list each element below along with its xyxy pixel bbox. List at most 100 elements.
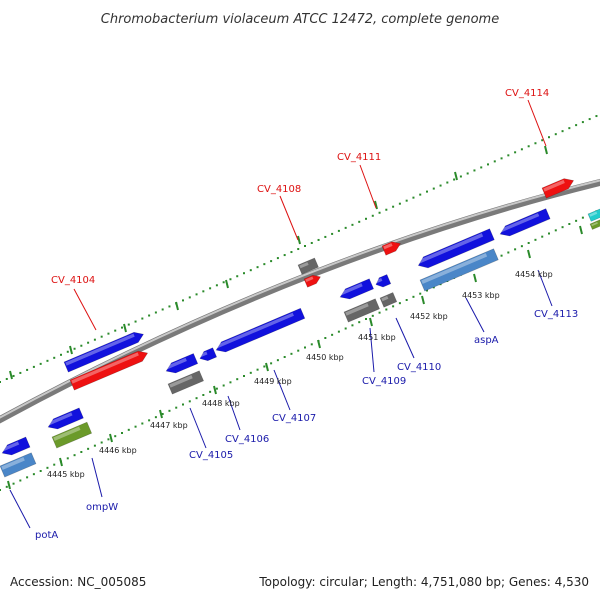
tick-label: 4454 kbp bbox=[515, 270, 553, 279]
inner-ring-dot bbox=[527, 242, 530, 244]
gene-feature-shape bbox=[587, 207, 600, 222]
pseudogene-feature-shape bbox=[379, 292, 398, 308]
outer-ring-dot bbox=[378, 211, 381, 214]
leader-line bbox=[91, 457, 103, 498]
outer-ring-dot bbox=[480, 166, 483, 169]
leader-line bbox=[395, 317, 415, 359]
inner-ring-dot bbox=[514, 248, 517, 251]
cds-feature-sheen bbox=[165, 357, 187, 370]
outer-ring-dot bbox=[575, 124, 578, 127]
outer-ring-dot bbox=[358, 220, 361, 223]
cds-feature bbox=[417, 228, 495, 269]
cds-feature-sheen bbox=[339, 283, 363, 296]
outer-ring-dot bbox=[351, 223, 354, 226]
gene-label-cv4110: CV_4110 bbox=[397, 362, 441, 373]
outer-ring-dot bbox=[114, 329, 117, 332]
inner-ring-dot bbox=[39, 470, 42, 472]
inner-ring-dot bbox=[0, 489, 1, 491]
outer-ring-dot bbox=[432, 187, 435, 190]
gene-feature-shape bbox=[51, 421, 93, 449]
outer-ring-dot bbox=[595, 115, 598, 118]
inner-major-tick bbox=[527, 249, 531, 259]
pseudogene-feature bbox=[343, 298, 380, 323]
gene-label-cv4111: CV_4111 bbox=[337, 152, 381, 163]
inner-ring-dot bbox=[554, 229, 557, 232]
inner-ring-dot bbox=[5, 485, 8, 488]
tick-labels: 4445 kbp 4446 kbp 4447 kbp 4448 kbp 4449… bbox=[47, 270, 553, 479]
outer-ring-dot bbox=[195, 293, 198, 296]
gene-feature-sheen bbox=[591, 222, 598, 227]
outer-ring-dot bbox=[561, 130, 564, 133]
outer-ring-dot bbox=[100, 335, 103, 338]
outer-ring-dot bbox=[527, 145, 530, 148]
inner-ring-dot bbox=[263, 365, 266, 368]
outer-ring-dot bbox=[365, 217, 367, 220]
inner-ring-dot bbox=[114, 435, 117, 438]
outer-ring-dot bbox=[588, 118, 591, 121]
inner-major-tick bbox=[369, 317, 373, 327]
outer-ring-dot bbox=[276, 257, 279, 260]
inner-ring-dot bbox=[337, 330, 340, 333]
outer-ring-dot bbox=[107, 332, 110, 335]
inner-major-tick bbox=[317, 339, 321, 349]
tick-label: 4450 kbp bbox=[306, 353, 344, 362]
inner-ring-dot bbox=[344, 327, 347, 330]
inner-ring-dot bbox=[405, 299, 408, 301]
outer-ring-dot bbox=[66, 350, 69, 353]
outer-ring-dot bbox=[73, 347, 76, 350]
cds-feature bbox=[215, 307, 306, 353]
outer-ring-dot bbox=[182, 299, 184, 302]
cds-feature bbox=[199, 347, 218, 362]
outer-ring-dot bbox=[507, 154, 510, 157]
rna-feature bbox=[303, 274, 321, 288]
map-title: Chromobacterium violaceum ATCC 12472, co… bbox=[101, 12, 499, 27]
inner-major-tick bbox=[109, 433, 113, 443]
inner-ring-dot bbox=[276, 359, 279, 362]
inner-ring-dot bbox=[229, 381, 232, 384]
cds-feature-shape bbox=[47, 407, 84, 430]
rna-feature bbox=[541, 178, 575, 199]
inner-ring-dot bbox=[290, 352, 293, 355]
outer-ring-dot bbox=[412, 196, 415, 199]
tick-label: 4445 kbp bbox=[47, 470, 85, 479]
cds-feature bbox=[1, 436, 31, 456]
outer-ring-dot bbox=[209, 287, 212, 290]
leader-line bbox=[227, 395, 241, 431]
cds-feature bbox=[63, 331, 144, 373]
outer-ring-dot bbox=[154, 311, 157, 314]
outer-ring-dot bbox=[188, 296, 191, 299]
outer-ring-dot bbox=[134, 320, 137, 323]
leader-line bbox=[369, 327, 375, 373]
inner-ring-dot bbox=[100, 441, 103, 444]
inner-ring-dot bbox=[154, 416, 157, 419]
inner-ring-dot bbox=[127, 428, 130, 431]
outer-ring-dot bbox=[310, 241, 313, 244]
leader-line bbox=[73, 288, 97, 331]
inner-ring-dot bbox=[304, 346, 306, 349]
inner-ring-dot bbox=[310, 343, 313, 346]
outer-ring-dot bbox=[202, 290, 205, 293]
outer-ring-dot bbox=[317, 238, 320, 241]
cds-feature-shape bbox=[63, 331, 144, 373]
leader-line bbox=[465, 297, 485, 333]
outer-major-tick bbox=[175, 301, 179, 311]
inner-major-tick bbox=[213, 385, 217, 395]
inner-ring-dot bbox=[507, 251, 510, 254]
tick-label: 4451 kbp bbox=[358, 333, 396, 342]
tick-label: 4449 kbp bbox=[254, 377, 292, 386]
outer-ring-dot bbox=[473, 169, 476, 172]
inner-ring-dot bbox=[161, 413, 164, 415]
pseudogene-feature-shape bbox=[297, 257, 319, 275]
cds-feature-sheen bbox=[47, 412, 73, 426]
gene-label-ompw: ompW bbox=[86, 502, 118, 513]
outer-major-tick bbox=[544, 145, 548, 155]
outer-ring-dot bbox=[514, 151, 517, 154]
inner-ring-dot bbox=[324, 337, 327, 339]
inner-ring-dot bbox=[548, 232, 550, 235]
gene-feature-sheen bbox=[589, 211, 598, 217]
outer-ring-dot bbox=[168, 305, 171, 308]
outer-ring-dot bbox=[446, 181, 449, 184]
pseudogene-feature-sheen bbox=[345, 303, 369, 316]
gene-label-pota: potA bbox=[35, 530, 58, 541]
